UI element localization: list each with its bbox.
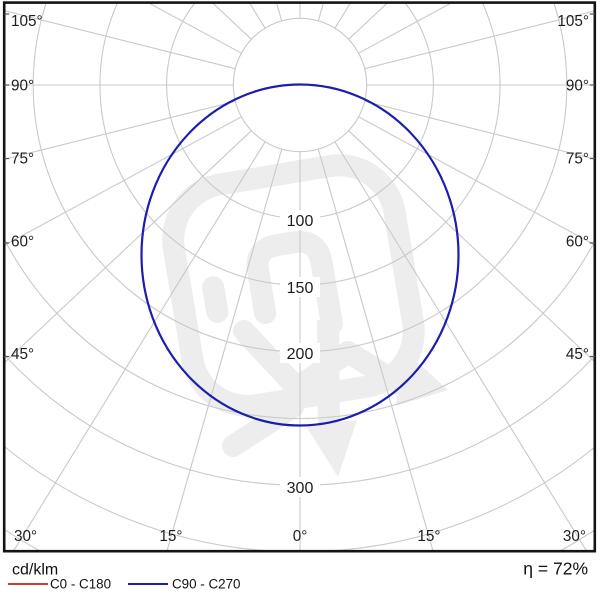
svg-text:60°: 60° [11,234,34,251]
svg-text:15°: 15° [159,528,182,545]
svg-text:η = 72%: η = 72% [523,559,588,579]
svg-text:15°: 15° [417,528,440,545]
svg-text:200: 200 [287,346,314,363]
svg-text:75°: 75° [11,151,34,168]
svg-text:90°: 90° [566,78,589,95]
svg-text:60°: 60° [566,234,589,251]
svg-text:105°: 105° [557,13,589,30]
svg-text:C90 - C270: C90 - C270 [172,577,240,592]
svg-text:30°: 30° [563,528,586,545]
svg-text:150: 150 [287,280,314,297]
svg-text:cd/klm: cd/klm [12,562,58,579]
svg-text:0°: 0° [293,528,308,545]
svg-text:300: 300 [287,480,314,497]
svg-text:105°: 105° [11,13,43,30]
svg-text:100: 100 [287,213,314,230]
svg-text:90°: 90° [11,78,34,95]
svg-text:45°: 45° [11,346,34,363]
svg-text:75°: 75° [566,151,589,168]
svg-text:C0 - C180: C0 - C180 [50,577,111,592]
svg-text:30°: 30° [14,528,37,545]
svg-text:45°: 45° [566,346,589,363]
